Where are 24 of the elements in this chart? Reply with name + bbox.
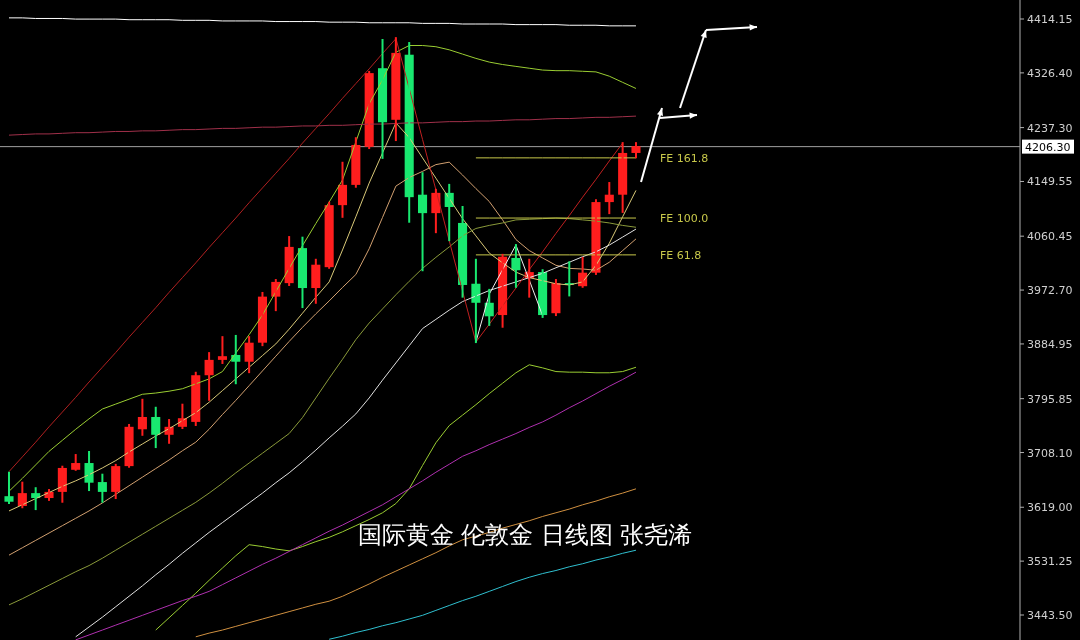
line-series: [8, 38, 397, 473]
y-tick-label: 3884.95: [1027, 337, 1073, 351]
line-series: [328, 549, 637, 640]
text: FE 161.8: [659, 151, 709, 165]
y-tick-label: 3795.85: [1027, 392, 1073, 406]
y-tick-label: 3443.50: [1027, 609, 1073, 623]
y-tick-label: 3619.00: [1027, 501, 1073, 515]
candlestick: [4, 471, 14, 504]
ref-line-label: 4206.30: [1025, 140, 1071, 154]
y-tick-label: 4237.30: [1027, 121, 1073, 135]
text: FE 61.8: [659, 248, 702, 262]
line-series: [8, 115, 637, 136]
text: FE 100.0: [659, 212, 709, 226]
y-tick-label: 4326.40: [1027, 66, 1073, 80]
y-tick-label: 3531.25: [1027, 555, 1073, 569]
y-tick-label: 4414.15: [1027, 13, 1073, 26]
line-series: [8, 17, 637, 27]
y-tick-label: 4060.45: [1027, 230, 1073, 244]
y-tick-label: 4149.55: [1027, 175, 1073, 189]
line-series: [8, 122, 637, 512]
y-tick-label: 3708.10: [1027, 446, 1073, 460]
y-tick-label: 3972.70: [1027, 284, 1073, 298]
candlestick: [631, 142, 641, 159]
line-series: [8, 45, 637, 492]
